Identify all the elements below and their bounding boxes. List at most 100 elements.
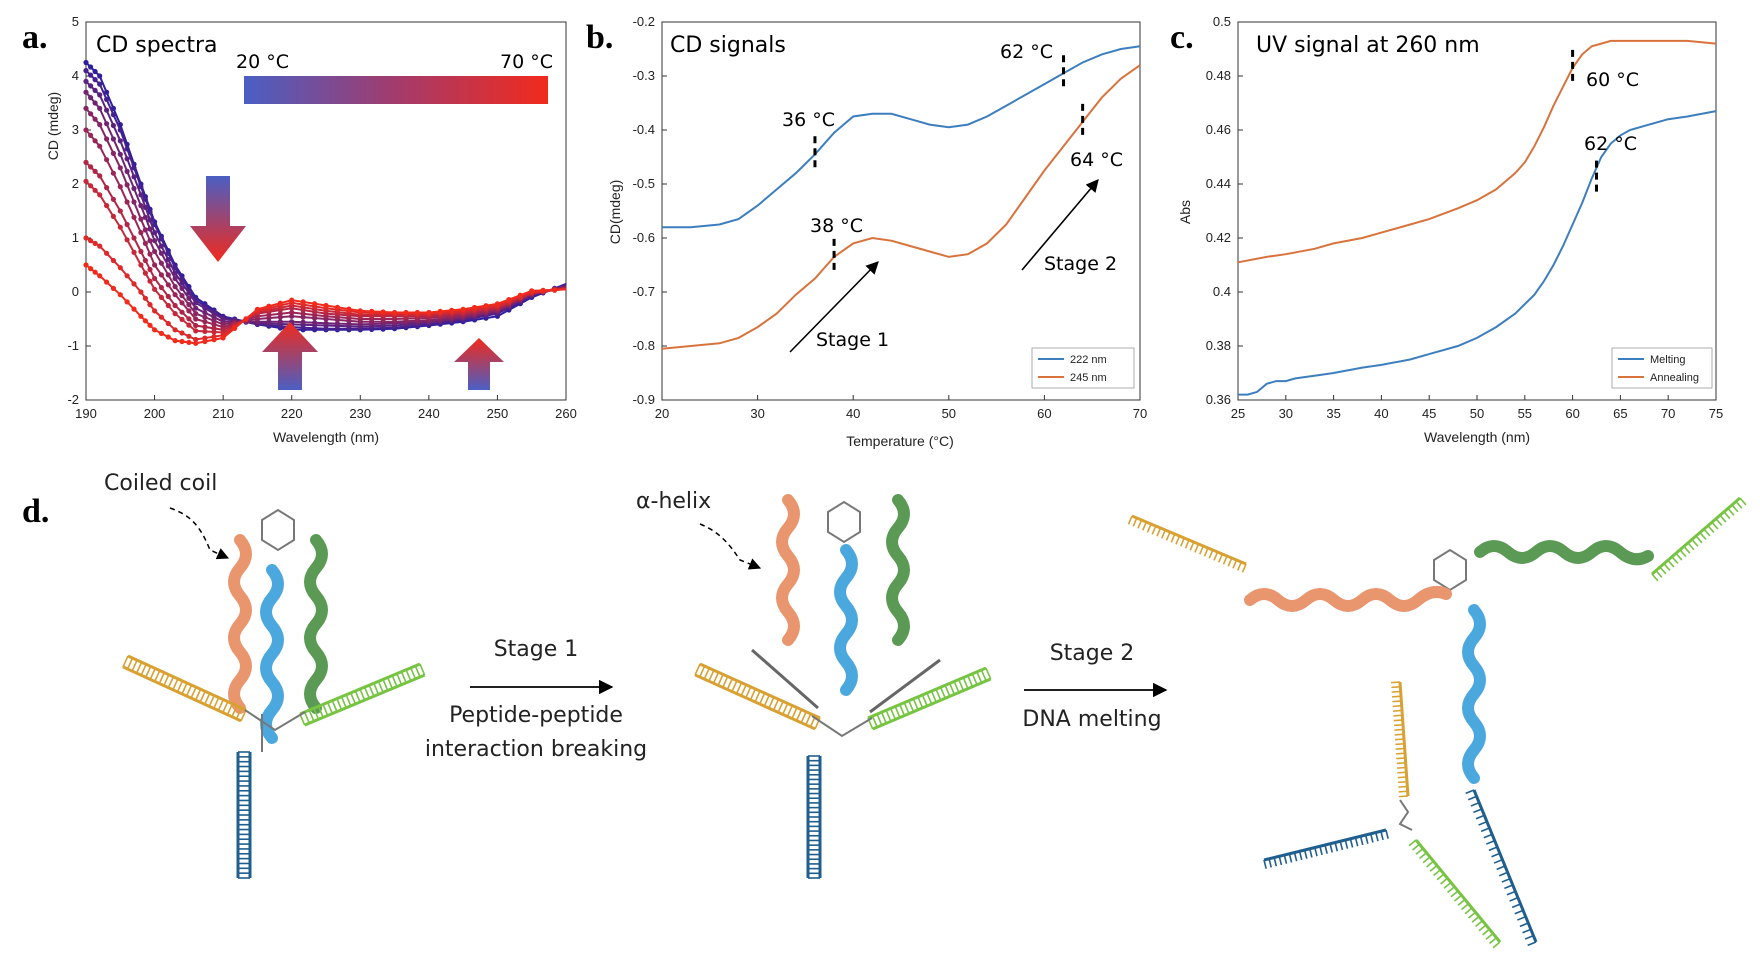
- dna-base: [1396, 761, 1406, 765]
- dna-base: [326, 702, 334, 714]
- dna-base: [1237, 561, 1242, 571]
- cd-spectrum-point: [83, 68, 89, 74]
- cd-spectrum-point: [104, 250, 110, 256]
- y-tick-label: -0.5: [633, 176, 655, 191]
- dna-yellow-strand-icon-2: [1390, 681, 1410, 798]
- dna-base: [1293, 852, 1298, 862]
- cd-spectrum-point: [83, 178, 89, 184]
- dna-base: [944, 684, 951, 697]
- alpha-helix-label: α-helix: [636, 489, 711, 514]
- cd-spectrum-point: [117, 138, 123, 144]
- dna-base: [363, 686, 370, 699]
- panel-b-xlabel: Temperature (°C): [846, 433, 954, 449]
- cd-spectrum-point: [97, 273, 103, 279]
- stage2-label: Stage 2: [1044, 253, 1117, 275]
- cd-spectrum-point: [277, 319, 283, 325]
- panel-b-title: CD signals: [670, 33, 786, 58]
- dna-base: [1464, 907, 1473, 915]
- dna-base: [1394, 733, 1404, 736]
- cd-spectrum-point: [529, 288, 535, 294]
- transition-label-62: 62 °C: [1000, 41, 1053, 63]
- dna-base: [1691, 538, 1699, 547]
- dna-base: [303, 711, 310, 724]
- dna-base: [1514, 909, 1524, 915]
- cd-spectrum-point: [97, 81, 103, 87]
- dna-base: [1465, 789, 1475, 795]
- cd-spectrum-point: [186, 290, 192, 296]
- cd-spectrum-point: [152, 286, 158, 292]
- dna-base: [1241, 563, 1247, 573]
- dna-base: [1132, 517, 1138, 527]
- cd-spectrum-point: [392, 309, 398, 316]
- cd-spectrum-point: [117, 165, 123, 171]
- dna-navy-strand-icon-2: [1465, 789, 1538, 947]
- dna-base: [1504, 884, 1514, 890]
- cd-spectrum-point: [124, 199, 130, 205]
- dna-base: [1391, 695, 1402, 698]
- stage1-title: Stage 1: [494, 637, 579, 662]
- dna-base: [795, 709, 803, 721]
- cd-spectrum-point: [540, 287, 546, 293]
- x-tick-label: 25: [1231, 406, 1245, 421]
- cd-spectrum-point: [202, 338, 208, 345]
- dna-base: [122, 655, 129, 668]
- cd-spectrum-point: [202, 314, 208, 320]
- dna-base: [1398, 790, 1408, 793]
- cd-spectrum-point: [380, 309, 386, 315]
- cd-spectrum-point: [88, 111, 94, 117]
- dna-base: [1524, 934, 1534, 940]
- dna-base: [1687, 542, 1695, 551]
- panel-d-label: d.: [22, 493, 49, 530]
- cd-spectrum-point: [449, 307, 455, 313]
- dna-base: [800, 711, 807, 724]
- cd-spectrum-point: [104, 279, 110, 285]
- increase-arrow-icon: [262, 322, 318, 390]
- cd-spectrum-point: [131, 281, 137, 287]
- x-tick-label: 210: [212, 406, 234, 421]
- cd-spectrum-point: [193, 336, 199, 343]
- cd-spectrum-point: [117, 127, 123, 133]
- x-tick-label: 200: [144, 406, 166, 421]
- y-tick-label: 5: [72, 14, 79, 29]
- dna-green-strand-icon-2: [1408, 839, 1502, 949]
- dna-base: [1398, 795, 1409, 798]
- cd-spectrum-point: [158, 250, 164, 256]
- cd-spectrum-point: [97, 122, 103, 128]
- dna-base: [717, 674, 724, 686]
- x-tick-label: 70: [1661, 406, 1675, 421]
- dna-base: [345, 694, 352, 707]
- dna-base: [953, 681, 960, 693]
- cd-spectrum-point: [110, 122, 116, 129]
- dna-base: [1165, 531, 1171, 541]
- dna-base: [368, 684, 375, 697]
- dna-base: [1288, 853, 1293, 863]
- dna-base: [1324, 844, 1328, 854]
- decrease-arrow-icon: [190, 176, 246, 262]
- dna-base: [1339, 841, 1344, 851]
- dna-base: [1731, 504, 1739, 513]
- linker-ring-icon-2: [827, 500, 861, 544]
- dna-base: [1491, 852, 1501, 858]
- cd-spectrum-point: [104, 89, 110, 95]
- panel-b-legend-box: [1031, 347, 1135, 389]
- dna-base: [213, 697, 220, 709]
- dna-green-icon-2: [867, 666, 992, 731]
- dna-base: [777, 701, 784, 713]
- helix-orange-icon-3: [1244, 586, 1452, 612]
- cd-spectrum-point: [104, 96, 110, 102]
- cd-spectrum-point: [334, 321, 340, 327]
- dna-base: [235, 707, 243, 720]
- cd-spectrum-point: [138, 216, 144, 222]
- cd-spectrum-point: [104, 157, 110, 163]
- cd-spectrum-point: [88, 164, 94, 170]
- y-tick-label: 0.38: [1206, 338, 1231, 353]
- y-tick-label: 2: [72, 176, 79, 191]
- dna-base: [1397, 776, 1407, 779]
- cd-spectrum-point: [147, 226, 153, 232]
- cd-spectrum-point: [117, 292, 123, 298]
- structure-alpha-helix: α-helix: [636, 489, 992, 879]
- legend-label-222: 222 nm: [1070, 354, 1107, 366]
- cd-spectrum-point: [147, 217, 153, 223]
- dna-base: [703, 667, 710, 680]
